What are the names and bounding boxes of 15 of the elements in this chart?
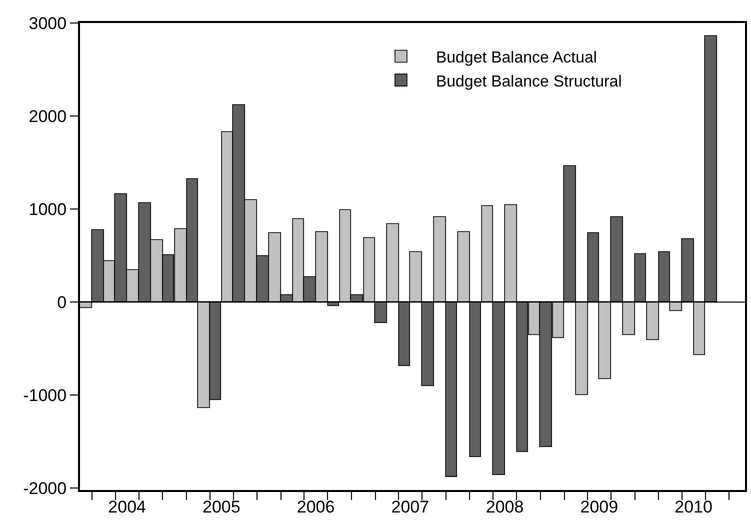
x-tick-label: 2004 [108,497,146,516]
y-tick-label: -1000 [23,386,67,406]
legend-label: Budget Balance Actual [436,49,597,66]
y-tick-label: 0 [57,293,67,312]
y-tick-label: 2000 [28,106,67,126]
x-tick-label: 2005 [202,497,240,516]
x-tick-label: 2007 [391,497,430,516]
y-tick-label: 1000 [28,200,67,220]
y-tick-label: 3000 [28,14,67,33]
x-tick-label: 2008 [486,497,524,516]
legend-label: Budget Balance Structural [436,73,622,90]
y-tick-label: -2000 [23,479,67,498]
x-tick-label: 2010 [674,497,712,516]
x-tick-label: 2009 [580,497,618,516]
x-tick-label: 2006 [296,497,335,516]
